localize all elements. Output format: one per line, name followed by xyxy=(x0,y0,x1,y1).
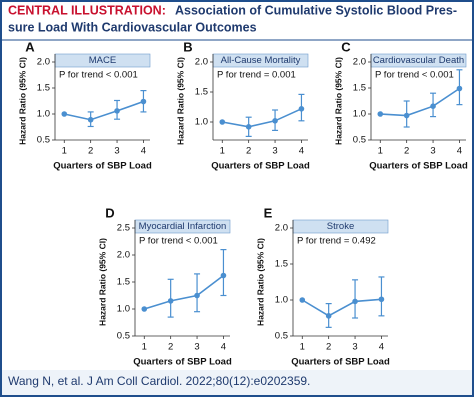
point xyxy=(140,98,147,105)
point xyxy=(456,85,463,92)
x-tick-label: 3 xyxy=(430,146,435,157)
panel-letter: E xyxy=(264,205,273,220)
y-tick-label: 0.5 xyxy=(275,331,288,342)
x-tick-label: 4 xyxy=(141,146,146,157)
point xyxy=(194,292,200,299)
annotation: P for trend < 0.001 xyxy=(59,70,138,81)
y-tick-label: 1.5 xyxy=(353,83,366,94)
point xyxy=(220,272,227,279)
y-axis-label: Hazard Ratio (95% CI) xyxy=(17,57,27,145)
x-tick-label: 3 xyxy=(352,342,357,353)
point xyxy=(325,313,332,319)
point xyxy=(245,124,252,130)
x-tick-label: 2 xyxy=(326,342,331,353)
y-tick-label: 1.0 xyxy=(37,109,50,120)
point xyxy=(61,111,68,117)
x-tick-label: 1 xyxy=(142,342,147,353)
header-title: Association of Cumulative Systolic Blood… xyxy=(175,3,457,17)
header-title: sure Load With Cardiovascular Outcomes xyxy=(8,20,257,34)
panel-title: MACE xyxy=(89,55,116,66)
y-tick-label: 2.0 xyxy=(195,57,208,68)
x-tick-label: 4 xyxy=(379,342,384,353)
trend-line xyxy=(301,298,382,317)
y-tick-label: 1.0 xyxy=(353,109,366,120)
point xyxy=(219,119,226,125)
y-tick-label: 2.5 xyxy=(117,223,130,234)
point xyxy=(114,108,120,114)
footer-band xyxy=(2,370,472,395)
x-tick-label: 4 xyxy=(221,342,226,353)
x-tick-label: 2 xyxy=(88,146,93,157)
annotation: P for trend = 0.492 xyxy=(297,236,376,247)
annotation: P for trend < 0.001 xyxy=(375,70,454,81)
trend-line xyxy=(380,87,460,117)
panel-letter: D xyxy=(105,205,114,220)
x-axis-label: Quarters of SBP Load xyxy=(211,161,310,172)
x-axis-label: Quarters of SBP Load xyxy=(133,357,232,368)
x-tick-label: 1 xyxy=(300,342,305,353)
y-tick-label: 1.5 xyxy=(37,83,50,94)
y-tick-label: 0.5 xyxy=(117,331,130,342)
annotation: P for trend = 0.001 xyxy=(217,70,296,81)
x-axis-label: Quarters of SBP Load xyxy=(291,357,390,368)
x-tick-label: 2 xyxy=(168,342,173,353)
panel-letter: A xyxy=(25,39,35,54)
panel-title: All-Cause Mortality xyxy=(221,55,301,66)
citation: Wang N, et al. J Am Coll Cardiol. 2022;8… xyxy=(8,374,310,388)
y-tick-label: 1.0 xyxy=(195,117,208,128)
x-tick-label: 4 xyxy=(299,146,304,157)
point xyxy=(167,298,174,304)
point xyxy=(352,298,358,305)
y-axis-label: Hazard Ratio (95% CI) xyxy=(97,238,107,326)
x-axis-label: Quarters of SBP Load xyxy=(53,161,152,172)
point xyxy=(378,296,385,303)
y-tick-label: 0.5 xyxy=(37,135,50,146)
y-tick-label: 1.0 xyxy=(275,295,288,306)
point xyxy=(87,116,94,123)
x-tick-label: 1 xyxy=(378,146,383,157)
x-tick-label: 3 xyxy=(194,342,199,353)
x-tick-label: 3 xyxy=(114,146,119,157)
y-tick-label: 1.5 xyxy=(117,277,130,288)
point xyxy=(272,118,278,124)
y-tick-label: 2.0 xyxy=(117,250,130,261)
panel-title: Stroke xyxy=(327,221,354,232)
y-axis-label: Hazard Ratio (95% CI) xyxy=(175,57,185,145)
point xyxy=(377,111,384,117)
y-tick-label: 2.0 xyxy=(37,57,50,68)
point xyxy=(403,112,410,119)
y-tick-label: 2.0 xyxy=(353,57,366,68)
x-tick-label: 1 xyxy=(220,146,225,157)
trend-line xyxy=(222,108,302,128)
y-tick-label: 1.5 xyxy=(275,259,288,270)
x-tick-label: 1 xyxy=(62,146,67,157)
y-tick-label: 2.0 xyxy=(275,223,288,234)
header-label: CENTRAL ILLUSTRATION: xyxy=(8,3,166,17)
x-tick-label: 4 xyxy=(457,146,462,157)
point xyxy=(298,106,305,112)
panel-letter: B xyxy=(183,39,192,54)
trend-line xyxy=(64,100,144,121)
x-tick-label: 2 xyxy=(404,146,409,157)
annotation: P for trend < 0.001 xyxy=(139,236,218,247)
point xyxy=(299,297,306,303)
point xyxy=(430,103,436,109)
x-tick-label: 2 xyxy=(246,146,251,157)
y-tick-label: 0.5 xyxy=(353,135,366,146)
y-tick-label: 1.5 xyxy=(195,87,208,98)
x-axis-label: Quarters of SBP Load xyxy=(369,161,468,172)
panel-title: Myocardial Infarction xyxy=(139,221,227,232)
trend-line xyxy=(144,274,224,310)
panel-letter: C xyxy=(341,39,351,54)
y-axis-label: Hazard Ratio (95% CI) xyxy=(333,57,343,145)
y-axis-label: Hazard Ratio (95% CI) xyxy=(255,238,265,326)
point xyxy=(141,306,148,312)
x-tick-label: 3 xyxy=(272,146,277,157)
y-tick-label: 1.0 xyxy=(117,304,130,315)
panel-title: Cardiovascular Death xyxy=(373,55,464,66)
